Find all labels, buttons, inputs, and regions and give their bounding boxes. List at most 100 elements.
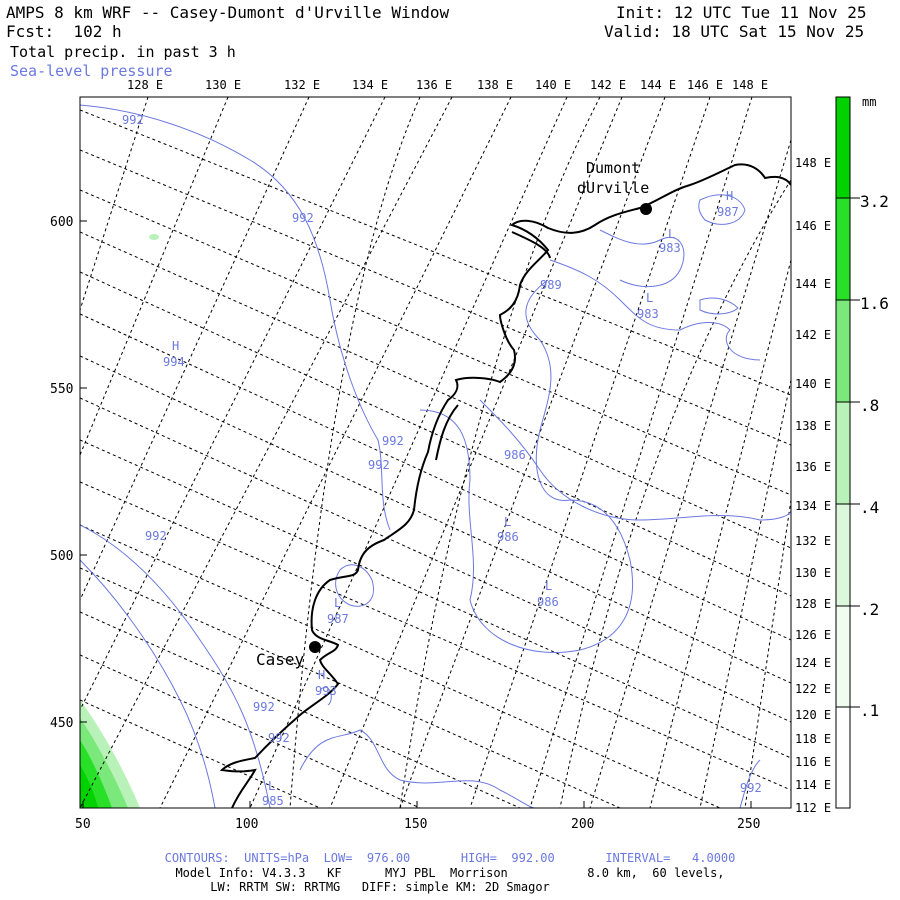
pressure-label: 986 — [497, 530, 519, 544]
x-tick-label: 250 — [737, 817, 760, 832]
colorbar-frame — [835, 96, 851, 809]
right-lon-label: 132 E — [795, 534, 831, 548]
slp-contours — [80, 104, 791, 808]
longitude-lines — [80, 97, 791, 808]
pressure-label: 987 — [717, 205, 739, 219]
forecast-hour: Fcst: 102 h — [6, 22, 122, 41]
map-title: AMPS 8 km WRF -- Casey-Dumont d'Urville … — [6, 3, 450, 22]
init-time: Init: 12 UTC Tue 11 Nov 25 — [616, 3, 867, 22]
colorbar-segment — [836, 97, 850, 198]
top-lon-label: 148 E — [732, 78, 768, 92]
colorbar-label: 1.6 — [860, 294, 889, 313]
right-longitude-labels: 148 E 146 E 144 E 142 E 140 E 138 E 136 … — [795, 156, 831, 815]
right-lon-label: 112 E — [795, 801, 831, 815]
colorbar-segment — [836, 402, 850, 504]
right-lon-label: 146 E — [795, 219, 831, 233]
right-lon-label: 148 E — [795, 156, 831, 170]
valid-time: Valid: 18 UTC Sat 15 Nov 25 — [604, 22, 865, 41]
pressure-label: 986 — [537, 595, 559, 609]
pressure-label: 993 — [315, 684, 337, 698]
pressure-high-marker: H — [318, 668, 325, 682]
pressure-low-marker: L — [545, 579, 552, 593]
right-lon-label: 116 E — [795, 755, 831, 769]
top-lon-label: 140 E — [535, 78, 571, 92]
pressure-low-marker: L — [334, 596, 341, 610]
pressure-labels: 992 992 H 994 992 992 992 992 992 H 987 … — [122, 113, 762, 808]
y-tick-label: 550 — [50, 382, 73, 397]
right-lon-label: 144 E — [795, 277, 831, 291]
y-tick-label: 450 — [50, 716, 73, 731]
pressure-label: 992 — [292, 211, 314, 225]
colorbar-segment — [836, 300, 850, 402]
right-lon-label: 130 E — [795, 566, 831, 580]
latitude-lines — [80, 97, 791, 808]
x-tick-label: 200 — [571, 817, 594, 832]
dumont-label-line1: Dumont — [586, 159, 640, 177]
pressure-label: 992 — [740, 781, 762, 795]
colorbar-label: .1 — [860, 701, 879, 720]
pressure-label: 992 — [122, 113, 144, 127]
pressure-low-marker: L — [268, 779, 275, 793]
colorbar-label: 3.2 — [860, 192, 889, 211]
colorbar-label: .4 — [860, 498, 879, 517]
top-lon-label: 132 E — [284, 78, 320, 92]
pressure-label: 992 — [145, 529, 167, 543]
y-tick-label: 500 — [50, 549, 73, 564]
y-tick-label: 600 — [50, 215, 73, 230]
colorbar: mm 3.2 1.6 .8 .4 .2 .1 — [835, 95, 889, 809]
model-info-line2: LW: RRTM SW: RRTMG DIFF: simple KM: 2D S… — [210, 880, 550, 894]
pressure-label: 992 — [268, 731, 290, 745]
x-axis-labels: 50 100 150 200 250 — [75, 817, 760, 832]
pressure-label: 986 — [504, 448, 526, 462]
pressure-label: 992 — [382, 434, 404, 448]
map-frame — [79, 96, 792, 809]
right-lon-label: 122 E — [795, 682, 831, 696]
right-lon-label: 124 E — [795, 656, 831, 670]
right-lon-label: 140 E — [795, 377, 831, 391]
field-name: Total precip. in past 3 h — [10, 43, 236, 61]
right-lon-label: 120 E — [795, 708, 831, 722]
coastline-inner — [435, 231, 551, 461]
x-tick-label: 100 — [235, 817, 258, 832]
top-longitude-labels: 128 E 130 E 132 E 134 E 136 E 138 E 140 … — [127, 78, 768, 92]
top-lon-label: 138 E — [477, 78, 513, 92]
overlay-name: Sea-level pressure — [10, 62, 173, 80]
right-lon-label: 118 E — [795, 732, 831, 746]
pressure-label: 992 — [368, 458, 390, 472]
pressure-high-marker: H — [726, 189, 733, 203]
map-background — [80, 97, 791, 808]
dumont-station-marker — [640, 203, 652, 215]
pressure-label: 994 — [163, 355, 185, 369]
pressure-low-marker: L — [668, 227, 675, 241]
colorbar-segment — [836, 198, 850, 300]
colorbar-label: .8 — [860, 396, 879, 415]
casey-station-marker — [309, 641, 321, 653]
casey-label: Casey — [256, 650, 305, 669]
pressure-label: 989 — [540, 278, 562, 292]
top-lon-label: 144 E — [640, 78, 676, 92]
right-lon-label: 134 E — [795, 499, 831, 513]
pressure-label: 985 — [262, 794, 284, 808]
pressure-label: 983 — [637, 307, 659, 321]
top-lon-label: 142 E — [590, 78, 626, 92]
precip-spot — [149, 234, 159, 240]
pressure-low-marker: L — [504, 515, 511, 529]
x-tick-label: 50 — [75, 817, 91, 832]
colorbar-segment — [836, 707, 850, 808]
pressure-label: 992 — [253, 700, 275, 714]
top-lon-label: 136 E — [416, 78, 452, 92]
right-lon-label: 128 E — [795, 597, 831, 611]
bottom-axis-ticks — [82, 801, 752, 808]
left-axis-ticks — [80, 220, 87, 723]
right-lon-label: 126 E — [795, 628, 831, 642]
coastline — [219, 163, 791, 808]
colorbar-segment — [836, 606, 850, 707]
top-lon-label: 128 E — [127, 78, 163, 92]
right-lon-label: 138 E — [795, 419, 831, 433]
contour-info: CONTOURS: UNITS=hPa LOW= 976.00 HIGH= 99… — [164, 851, 736, 865]
colorbar-units: mm — [862, 95, 876, 109]
model-info-line1: Model Info: V4.3.3 KF MYJ PBL Morrison 8… — [175, 866, 725, 880]
colorbar-label: .2 — [860, 600, 879, 619]
top-lon-label: 130 E — [205, 78, 241, 92]
